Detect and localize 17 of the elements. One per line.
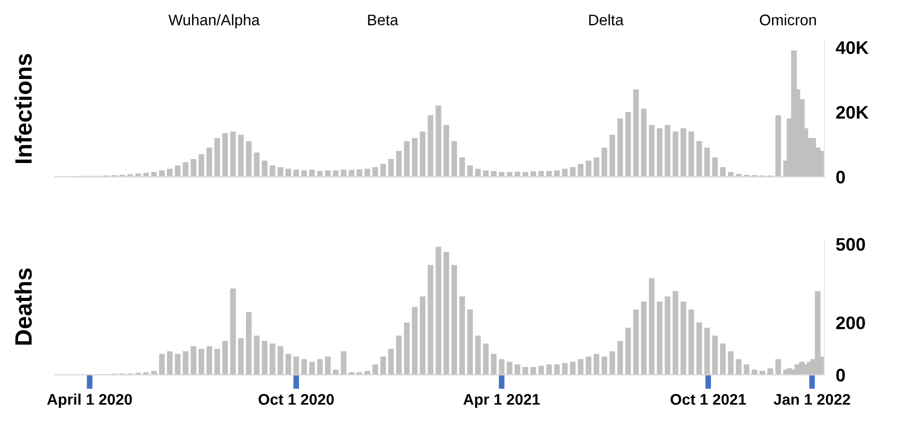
x-tick-label: Jan 1 2022 bbox=[774, 394, 850, 405]
text: Beta bbox=[368, 14, 398, 26]
y-tick-label: 0 bbox=[836, 170, 845, 184]
text: Delta bbox=[589, 14, 624, 26]
y-tick-label: 0 bbox=[836, 368, 845, 382]
x-tick-label: April 1 2020 bbox=[47, 394, 132, 408]
x-tick-label: Apr 1 2021 bbox=[463, 394, 540, 408]
y-axis-title: Infections bbox=[14, 54, 32, 163]
text: Omicron bbox=[760, 14, 816, 26]
x-tick-label: Oct 1 2020 bbox=[258, 394, 334, 405]
y-axis-title: Deaths bbox=[14, 268, 32, 345]
y-tick-label: 40K bbox=[836, 41, 869, 54]
y-tick-label: 200 bbox=[836, 316, 865, 330]
text: Wuhan/Alpha bbox=[168, 14, 260, 28]
y-tick-label: 20K bbox=[836, 106, 869, 119]
x-tick-label: Oct 1 2021 bbox=[670, 394, 746, 405]
y-tick-label: 500 bbox=[836, 238, 865, 251]
